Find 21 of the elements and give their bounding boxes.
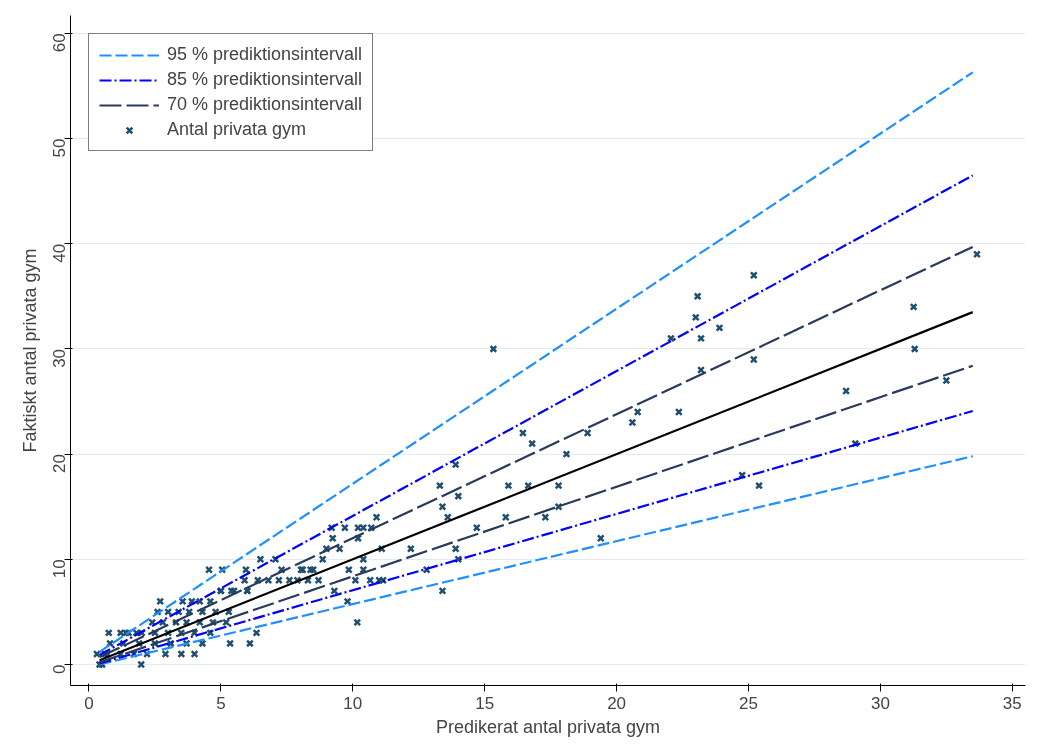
x-tick-label: 10 — [343, 693, 363, 713]
x-tick-label: 35 — [1002, 693, 1022, 713]
x-tick-label: 15 — [475, 693, 495, 713]
legend-label: 70 % prediktionsintervall — [167, 94, 363, 115]
y-tick-label: 50 — [50, 138, 70, 158]
x-tick-label: 25 — [739, 693, 758, 713]
y-tick-label: 40 — [50, 243, 70, 263]
legend-label: Antal privata gym — [167, 119, 307, 140]
legend-label: 85 % prediktionsintervall — [167, 69, 363, 90]
y-tick-label: 0 — [50, 664, 70, 674]
y-tick-label: 20 — [50, 454, 70, 474]
x-tick-label: 5 — [216, 693, 226, 713]
y-tick-label: 10 — [50, 559, 70, 579]
y-tick-label: 30 — [50, 348, 70, 368]
y-axis-title: Faktiskt antal privata gym — [19, 248, 40, 453]
y-tick-label: 60 — [50, 33, 70, 53]
x-tick-label: 30 — [870, 693, 890, 713]
x-tick-label: 20 — [607, 693, 627, 713]
x-axis-title: Predikerat antal privata gym — [435, 716, 661, 737]
legend-label: 95 % prediktionsintervall — [167, 44, 363, 65]
x-tick-label: 0 — [84, 693, 94, 713]
